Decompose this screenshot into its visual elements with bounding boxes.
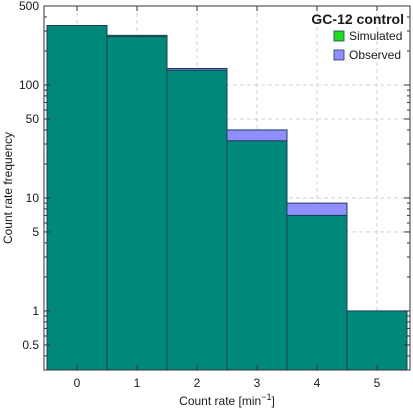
bar-overlap [286,214,348,371]
legend-label-observed: Observed [349,48,401,62]
x-axis-label-exponent: −1 [261,392,271,402]
y-tick-label: 0.5 [22,338,39,352]
x-tick-label: 3 [254,376,261,390]
x-tick-label: 1 [134,376,141,390]
x-tick-label: 5 [374,376,381,390]
bar-overlap [106,36,168,371]
legend-swatch-observed [333,49,345,61]
bar-overlap [166,69,228,371]
y-axis-label: Count rate frequency [1,132,15,244]
legend-swatch-simulated [333,30,345,42]
bar-overlap [226,140,288,371]
x-axis-label-main: Count rate [min [179,394,261,408]
x-axis-label-end: ] [271,394,274,408]
y-tick-label: 5 [32,225,39,239]
x-tick-label: 0 [74,376,81,390]
bar-overlap [46,25,108,371]
chart-title: GC-12 control [311,11,404,27]
y-tick-label: 100 [19,78,39,92]
y-tick-label: 10 [26,191,40,205]
y-tick-label: 500 [19,0,39,13]
bar-layer [46,25,408,371]
bar-overlap [346,310,408,371]
y-tick-label: 1 [32,304,39,318]
bar-observed-excess [226,129,288,142]
legend-label-simulated: Simulated [349,29,402,43]
legend: Simulated Observed [333,29,402,62]
bar-observed-excess [286,202,348,216]
x-tick-label: 4 [314,376,321,390]
plot-frame [43,5,411,371]
x-tick-label: 2 [194,376,201,390]
y-tick-label: 50 [26,112,40,126]
tick-layer: 0 1 2 3 4 5 0.5 1 5 10 50 100 500 [19,0,410,390]
x-axis-label: Count rate [min−1] [179,392,275,408]
